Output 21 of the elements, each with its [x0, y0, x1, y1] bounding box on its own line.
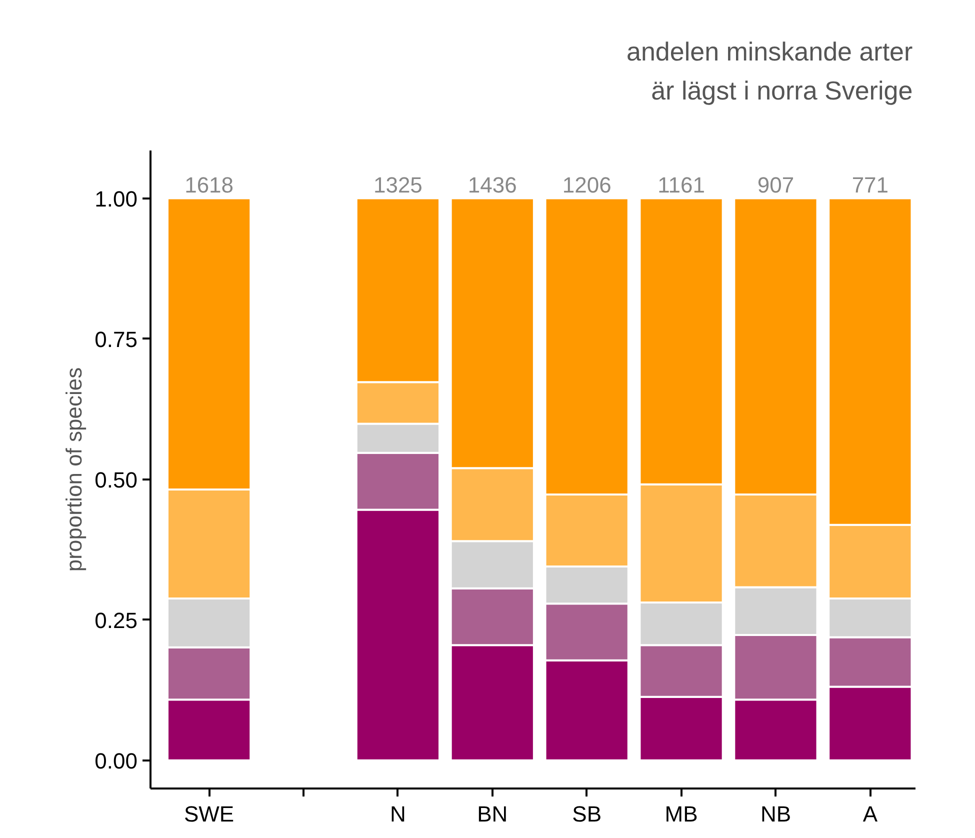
annotation: 1436 — [468, 172, 517, 198]
y-tick-label: 0.50 — [94, 467, 138, 492]
text: andelen minskande arter är lägst i norra Sverige — [626, 36, 914, 106]
annotation: 1618 — [184, 172, 234, 198]
x-tick-label: N — [390, 802, 406, 826]
annotation: 771 — [852, 172, 889, 198]
x-tick-label: SWE — [184, 802, 234, 826]
x-tick-label: SB — [572, 802, 602, 826]
x-tick-label: NB — [760, 802, 792, 826]
y-tick-label: 1.00 — [94, 186, 138, 212]
y-tick-label: 0.00 — [94, 748, 138, 774]
annotation: 1161 — [658, 172, 705, 198]
annotation: 1206 — [562, 172, 612, 198]
y-axis-title: proportion of species — [62, 367, 87, 572]
x-tick-label: A — [862, 802, 878, 826]
annotation: 1325 — [373, 172, 422, 198]
x-tick-label: MB — [664, 802, 698, 826]
x-tick-label: BN — [477, 802, 508, 826]
y-tick-label: 0.25 — [94, 608, 138, 633]
y-tick-label: 0.75 — [94, 326, 138, 352]
annotation: 907 — [757, 172, 794, 198]
